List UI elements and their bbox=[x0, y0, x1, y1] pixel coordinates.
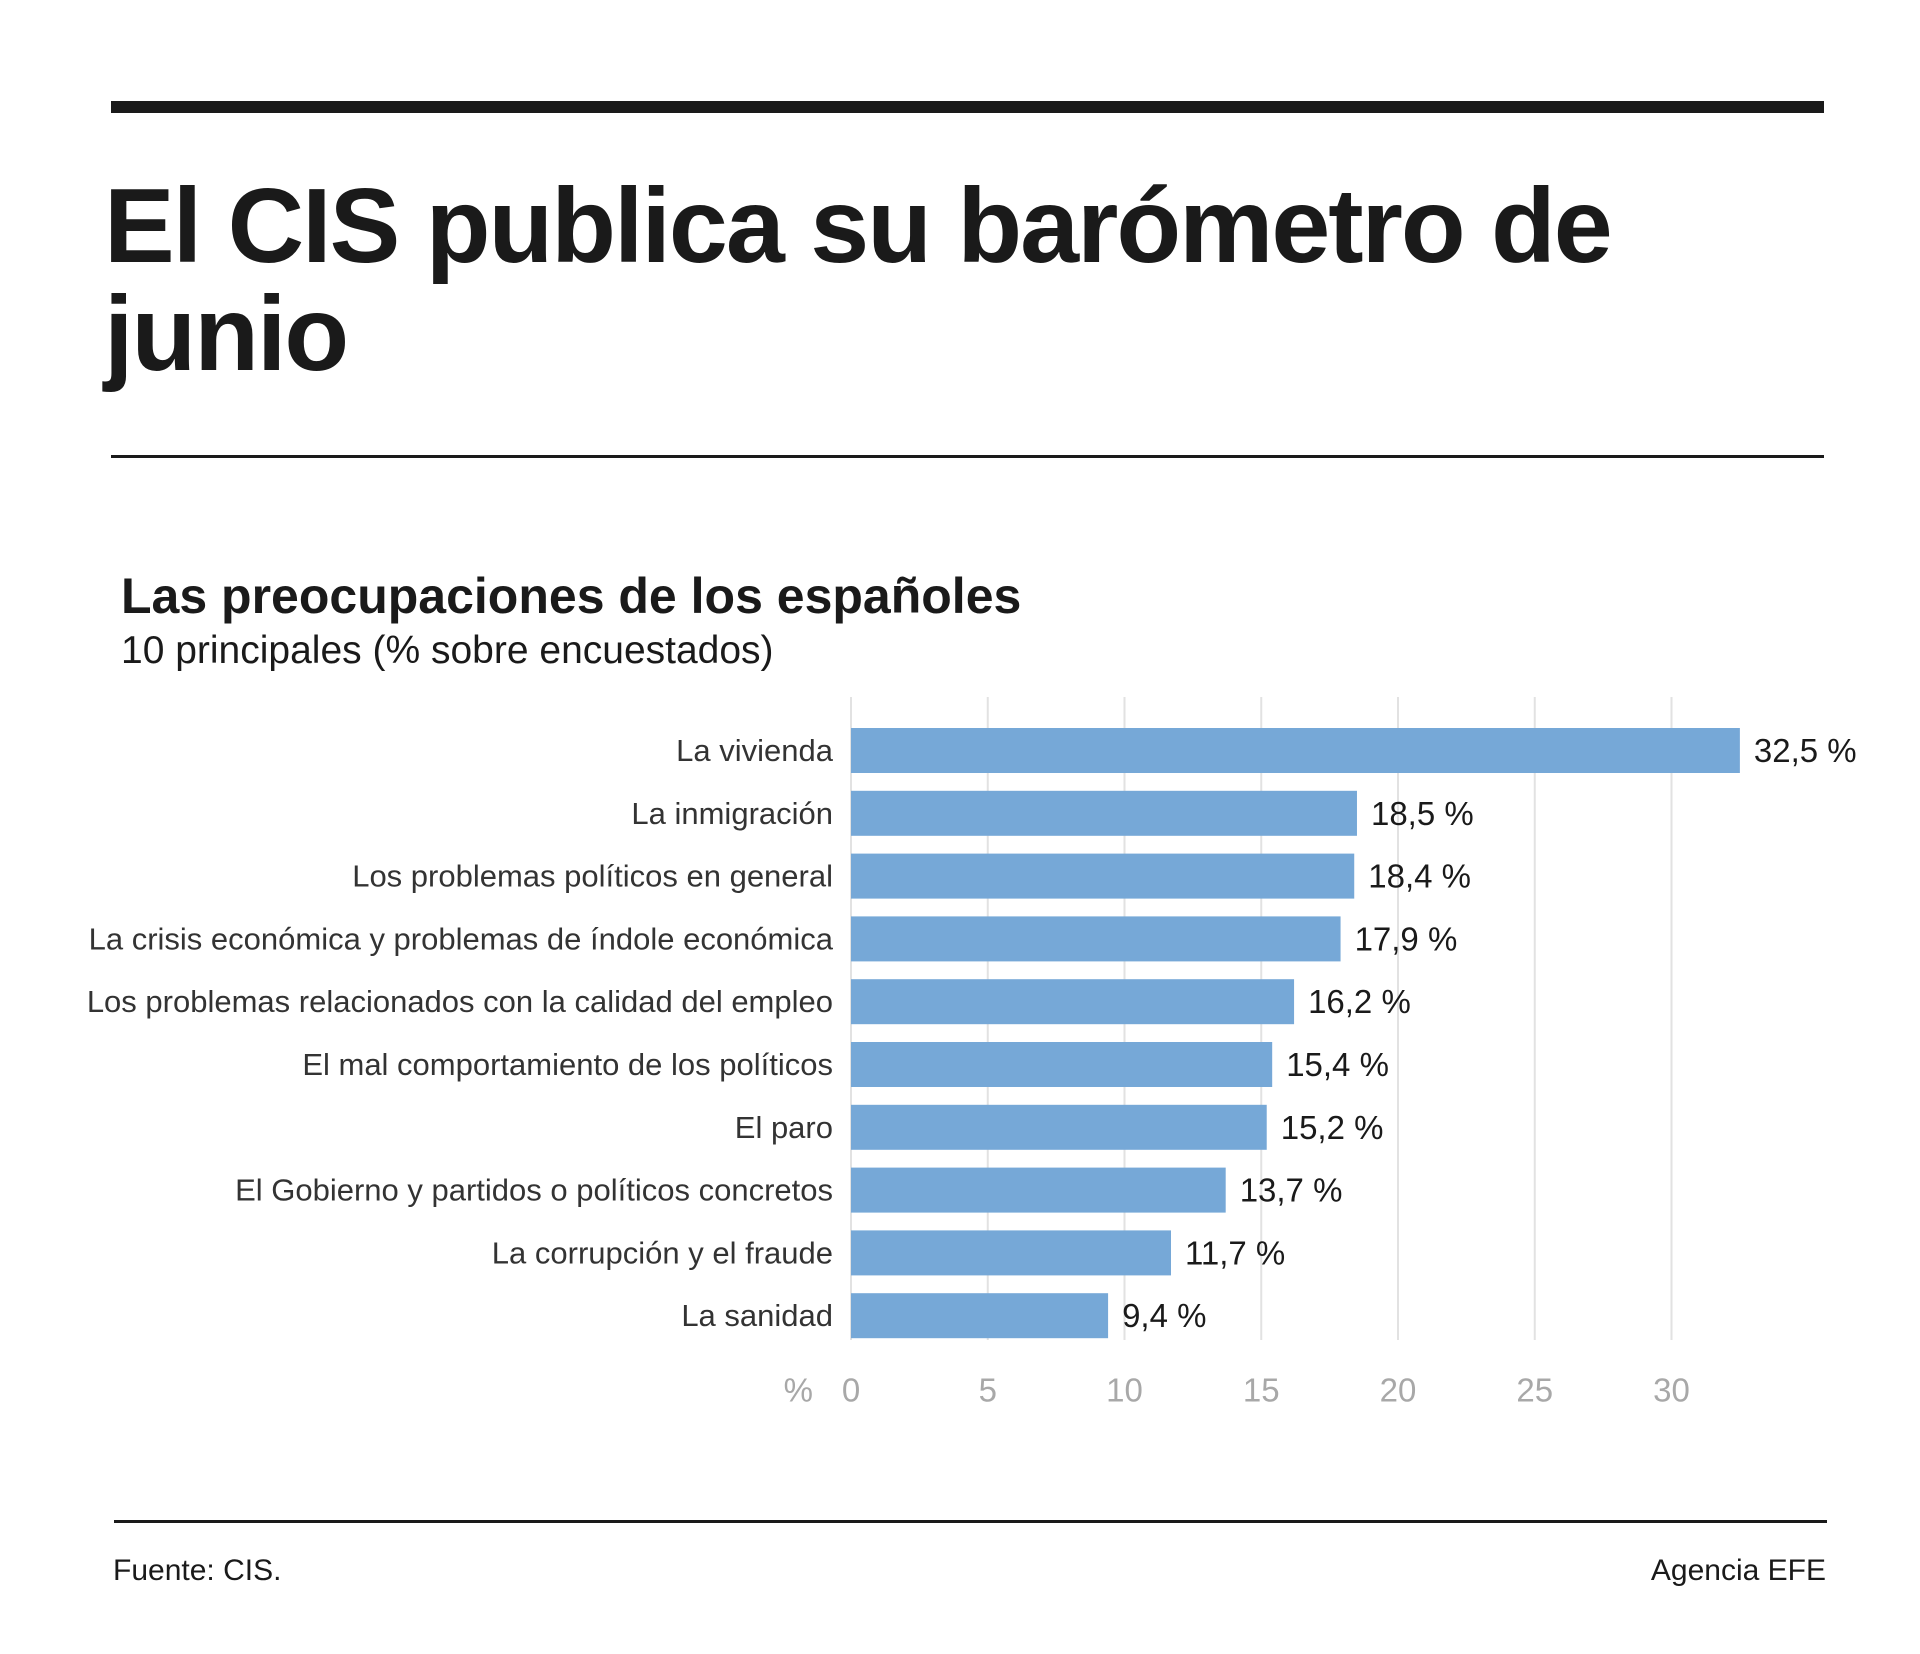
bar bbox=[851, 979, 1295, 1025]
source-note: Fuente: CIS. bbox=[113, 1554, 282, 1587]
chart-title: Las preocupaciones de los españoles bbox=[121, 568, 1022, 624]
top-rule bbox=[111, 101, 1824, 113]
bar-chart: La vivienda 32,5 % La inmigración 18,5 % Los… bbox=[87, 697, 1857, 1409]
bar bbox=[851, 728, 1740, 773]
bar bbox=[851, 853, 1355, 899]
value-label: 16,2 % bbox=[1308, 983, 1411, 1020]
tick-label: 0 bbox=[842, 1372, 860, 1409]
tick-label: 15 bbox=[1243, 1372, 1280, 1409]
category-label: El paro bbox=[735, 1110, 833, 1145]
footer-rule bbox=[114, 1520, 1827, 1523]
category-label: Los problemas relacionados con la calida… bbox=[87, 984, 833, 1019]
bar bbox=[851, 1230, 1171, 1276]
axis-unit-label: % bbox=[784, 1372, 813, 1409]
bar bbox=[851, 790, 1357, 836]
divider-rule bbox=[111, 455, 1824, 458]
bar bbox=[851, 1167, 1226, 1213]
value-label: 9,4 % bbox=[1122, 1297, 1206, 1334]
bar bbox=[851, 1104, 1267, 1150]
tick-label: 10 bbox=[1106, 1372, 1143, 1409]
category-label: Los problemas políticos en general bbox=[352, 859, 833, 894]
tick-label: 5 bbox=[979, 1372, 997, 1409]
category-label: La corrupción y el fraude bbox=[492, 1235, 833, 1270]
value-label: 15,2 % bbox=[1281, 1109, 1384, 1146]
headline: El CIS publica su barómetro de junio bbox=[104, 167, 1613, 393]
chart-subtitle: 10 principales (% sobre encuestados) bbox=[121, 629, 774, 672]
value-label: 18,5 % bbox=[1371, 795, 1474, 832]
value-label: 15,4 % bbox=[1286, 1046, 1389, 1083]
bar bbox=[851, 1293, 1109, 1339]
category-label: La vivienda bbox=[676, 733, 834, 768]
value-label: 18,4 % bbox=[1368, 858, 1471, 895]
category-label: La crisis económica y problemas de índol… bbox=[89, 921, 834, 956]
category-label: El mal comportamiento de los políticos bbox=[302, 1047, 833, 1082]
category-label: La inmigración bbox=[631, 796, 833, 831]
bar bbox=[851, 1042, 1273, 1087]
value-label: 13,7 % bbox=[1240, 1172, 1343, 1209]
bar bbox=[851, 916, 1341, 962]
category-label: El Gobierno y partidos o políticos concr… bbox=[235, 1173, 833, 1208]
tick-label: 30 bbox=[1653, 1372, 1690, 1409]
value-label: 32,5 % bbox=[1754, 732, 1857, 769]
tick-label: 20 bbox=[1380, 1372, 1417, 1409]
value-label: 11,7 % bbox=[1185, 1234, 1285, 1271]
tick-label: 25 bbox=[1516, 1372, 1553, 1409]
value-label: 17,9 % bbox=[1355, 920, 1458, 957]
agency-credit: Agencia EFE bbox=[1650, 1554, 1826, 1587]
category-label: La sanidad bbox=[681, 1298, 833, 1333]
